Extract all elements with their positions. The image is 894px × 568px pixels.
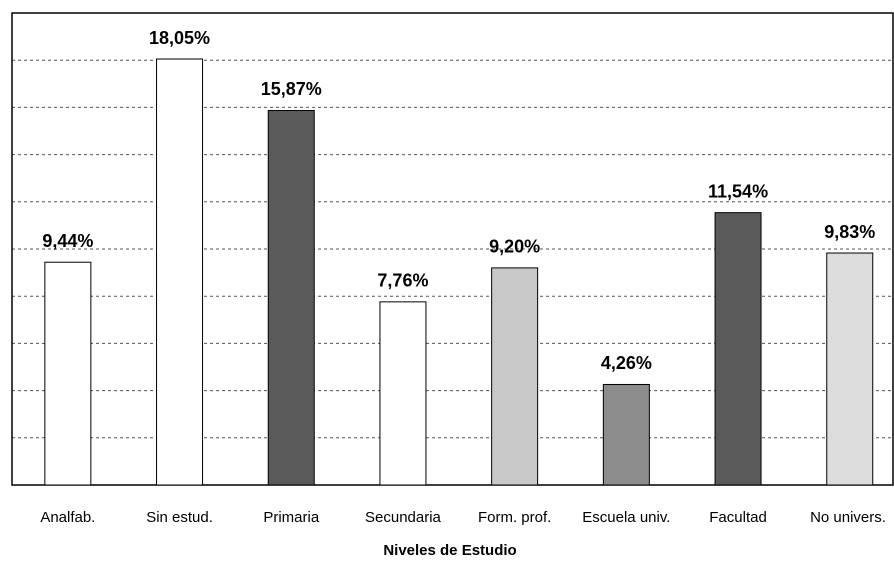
value-label: 15,87%: [261, 79, 322, 99]
x-tick-label: Facultad: [709, 509, 767, 526]
value-label: 7,76%: [377, 271, 428, 291]
x-tick-label: Secundaria: [365, 509, 442, 526]
value-label: 9,83%: [824, 222, 875, 242]
value-label: 18,05%: [149, 28, 210, 48]
plot-frame: [11, 12, 894, 486]
value-label: 11,54%: [708, 181, 768, 201]
bar: [379, 301, 427, 486]
x-tick-label: Escuela univ.: [582, 509, 670, 526]
value-label: 9,44%: [42, 231, 93, 251]
x-axis-title: Niveles de Estudio: [383, 542, 516, 559]
value-label: 9,20%: [489, 237, 540, 257]
x-tick-label: Primaria: [263, 509, 319, 526]
x-tick-label: No univers.: [810, 509, 886, 526]
x-tick-label: Analfab.: [40, 509, 95, 526]
bar: [156, 58, 204, 486]
bar: [714, 212, 762, 486]
bar: [267, 109, 315, 486]
x-tick-label: Sin estud.: [146, 509, 213, 526]
x-tick-label: Form. prof.: [478, 509, 551, 526]
bar: [826, 252, 874, 486]
bar: [602, 383, 650, 486]
bar: [491, 267, 539, 486]
bar: [44, 261, 92, 486]
value-label: 4,26%: [601, 353, 652, 373]
